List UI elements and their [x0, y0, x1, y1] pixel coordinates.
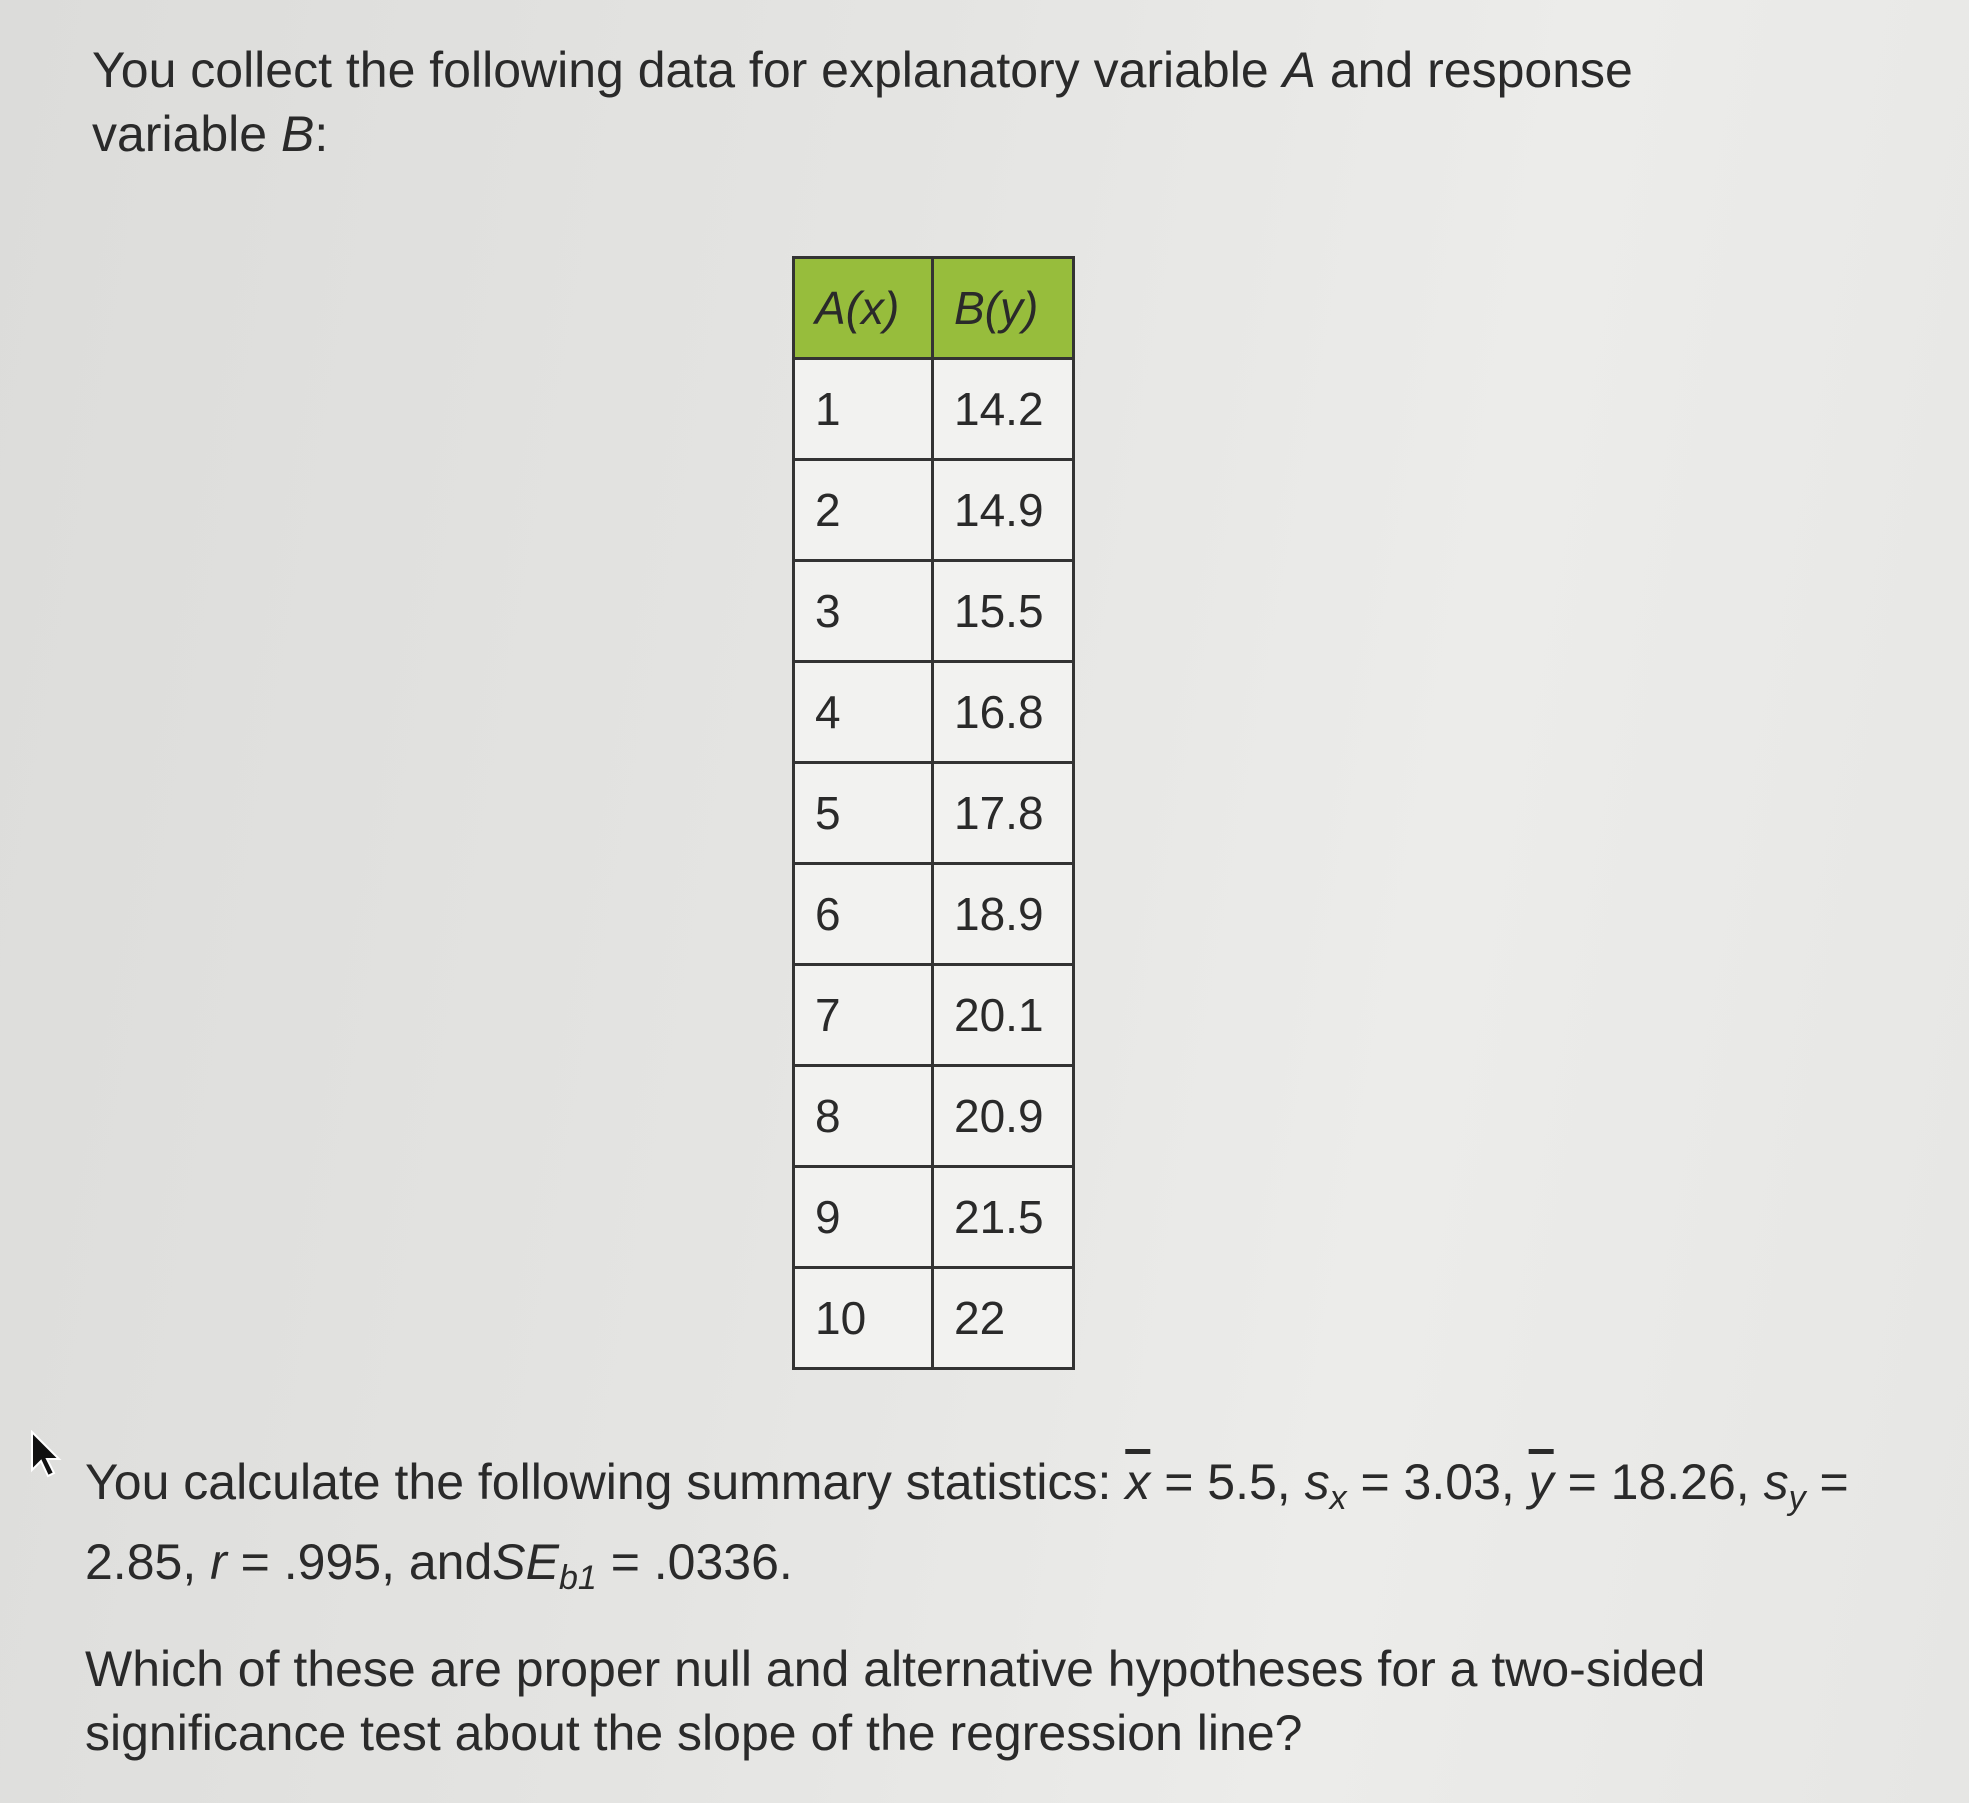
table-row: 2 14.9	[792, 458, 1075, 562]
sx-symbol: s	[1304, 1454, 1330, 1510]
sy-symbol: s	[1763, 1454, 1789, 1510]
table-row: 3 15.5	[792, 559, 1075, 663]
summary-statistics: You calculate the following summary stat…	[85, 1450, 1935, 1610]
question-text: Which of these are proper null and alter…	[85, 1641, 1706, 1761]
table-row: 5 17.8	[792, 761, 1075, 865]
cell-b: 20.9	[931, 1064, 1075, 1168]
cell-a: 5	[792, 761, 934, 865]
ybar-value: = 18.26,	[1553, 1454, 1764, 1510]
cell-b: 16.8	[931, 660, 1075, 764]
mouse-pointer-arrow-icon	[31, 1430, 62, 1478]
cell-b: 18.9	[931, 862, 1075, 966]
cell-a: 1	[792, 357, 934, 461]
intro-text: You collect the following data for expla…	[92, 38, 1792, 166]
cell-a: 2	[792, 458, 934, 562]
cell-a: 7	[792, 963, 934, 1067]
table-row: 9 21.5	[792, 1165, 1075, 1269]
cell-b: 21.5	[931, 1165, 1075, 1269]
data-table: A(x) B(y) 1 14.2 2 14.9 3 15.5 4 16.8 5 17.8 6 18.9…	[792, 256, 1075, 1370]
header-b: B(y)	[931, 256, 1075, 360]
se-symbol: SE	[492, 1534, 559, 1590]
intro-part: and response variable	[92, 42, 1633, 162]
cell-b: 20.1	[931, 963, 1075, 1067]
stats-lead: You calculate the following summary stat…	[85, 1454, 1126, 1510]
r-symbol: r	[210, 1534, 227, 1590]
r-value: = .995, and	[226, 1534, 493, 1590]
sx-value: = 3.03,	[1346, 1454, 1529, 1510]
table-header-row: A(x) B(y)	[792, 256, 1075, 360]
sx-subscript: x	[1329, 1479, 1347, 1517]
cell-a: 3	[792, 559, 934, 663]
cell-a: 9	[792, 1165, 934, 1269]
xbar-symbol: x	[1125, 1454, 1151, 1510]
cell-a: 10	[792, 1266, 934, 1370]
cell-b: 15.5	[931, 559, 1075, 663]
variable-b: B	[281, 106, 315, 162]
xbar-value: = 5.5,	[1150, 1454, 1305, 1510]
table-row: 1 14.2	[792, 357, 1075, 461]
intro-part: :	[314, 106, 329, 162]
variable-a: A	[1282, 42, 1316, 98]
table-row: 7 20.1	[792, 963, 1075, 1067]
table-row: 6 18.9	[792, 862, 1075, 966]
ybar-symbol: y	[1528, 1454, 1554, 1510]
table-row: 10 22	[792, 1266, 1075, 1370]
cell-b: 14.9	[931, 458, 1075, 562]
cell-a: 6	[792, 862, 934, 966]
table-row: 4 16.8	[792, 660, 1075, 764]
table-row: 8 20.9	[792, 1064, 1075, 1168]
se-value: = .0336.	[596, 1534, 793, 1590]
cell-a: 4	[792, 660, 934, 764]
cell-b: 14.2	[931, 357, 1075, 461]
header-a: A(x)	[792, 256, 934, 360]
intro-part: You collect the following data for expla…	[92, 42, 1283, 98]
sy-subscript: y	[1788, 1479, 1806, 1517]
se-subscript: b1	[558, 1559, 597, 1597]
sy-value: = 2.85,	[85, 1454, 1849, 1590]
cell-a: 8	[792, 1064, 934, 1168]
cell-b: 22	[931, 1266, 1075, 1370]
cell-b: 17.8	[931, 761, 1075, 865]
